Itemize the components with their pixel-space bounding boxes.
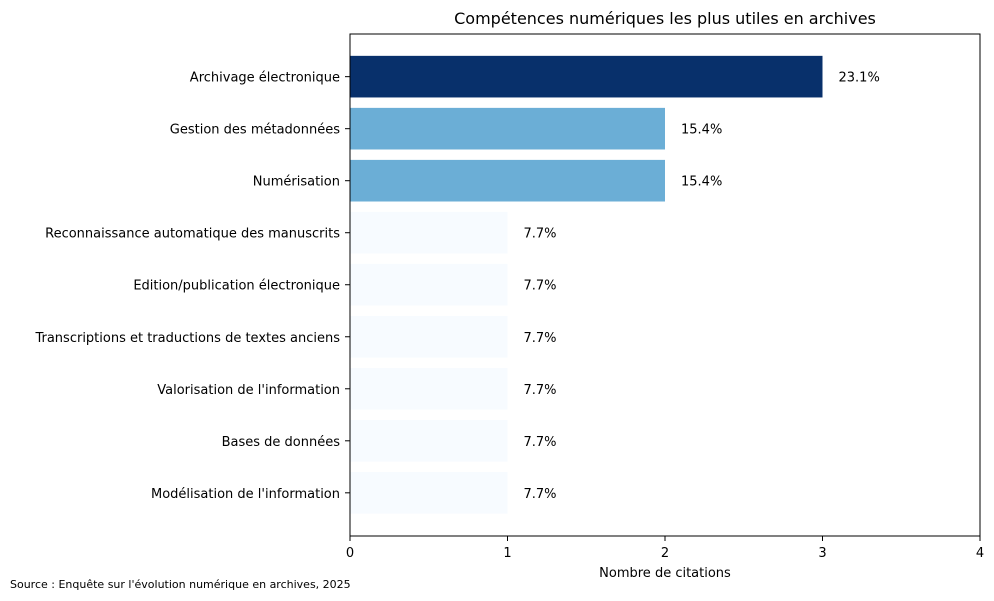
data-label: 7.7% — [524, 435, 557, 450]
chart-title: Compétences numériques les plus utiles e… — [454, 9, 876, 28]
y-tick-label: Gestion des métadonnées — [170, 123, 340, 138]
data-label: 23.1% — [839, 71, 880, 86]
data-label: 15.4% — [681, 175, 722, 190]
source-note: Source : Enquête sur l'évolution numériq… — [10, 578, 351, 591]
y-tick-label: Edition/publication électronique — [133, 279, 340, 294]
y-tick-label: Bases de données — [222, 435, 341, 450]
data-label: 15.4% — [681, 123, 722, 138]
y-tick-label: Modélisation de l'information — [151, 487, 340, 502]
bar — [350, 419, 508, 462]
x-tick-label: 0 — [346, 546, 354, 561]
data-label: 7.7% — [524, 227, 557, 242]
bar — [350, 315, 508, 358]
bars-layer: 23.1% 15.4% 15.4% 7.7% 7.7% 7.7% 7.7% 7.7% 7.7% — [350, 55, 880, 514]
y-tick-label: Numérisation — [253, 175, 340, 190]
y-tick-label: Archivage électronique — [190, 71, 340, 86]
bar — [350, 263, 508, 306]
bar — [350, 472, 508, 514]
data-label: 7.7% — [524, 383, 557, 398]
plot-frame — [349, 33, 981, 537]
y-tick-label: Valorisation de l'information — [157, 383, 340, 398]
bar — [350, 367, 508, 410]
y-tick-label: Reconnaissance automatique des manuscrit… — [45, 227, 340, 242]
x-tick-label: 2 — [661, 546, 669, 561]
bar — [350, 55, 823, 98]
data-label: 7.7% — [524, 331, 557, 346]
data-label: 7.7% — [524, 279, 557, 294]
bar — [350, 211, 508, 254]
data-label: 7.7% — [524, 487, 557, 502]
y-tick-label: Transcriptions et traductions de textes … — [34, 331, 340, 346]
x-tick-label: 3 — [818, 546, 826, 561]
x-axis-label: Nombre de citations — [599, 566, 731, 581]
x-tick-label: 1 — [503, 546, 511, 561]
bar — [350, 159, 665, 202]
x-tick-label: 4 — [976, 546, 984, 561]
axes-layer: Archivage électronique Gestion des métado… — [34, 33, 984, 561]
bar — [350, 107, 665, 150]
